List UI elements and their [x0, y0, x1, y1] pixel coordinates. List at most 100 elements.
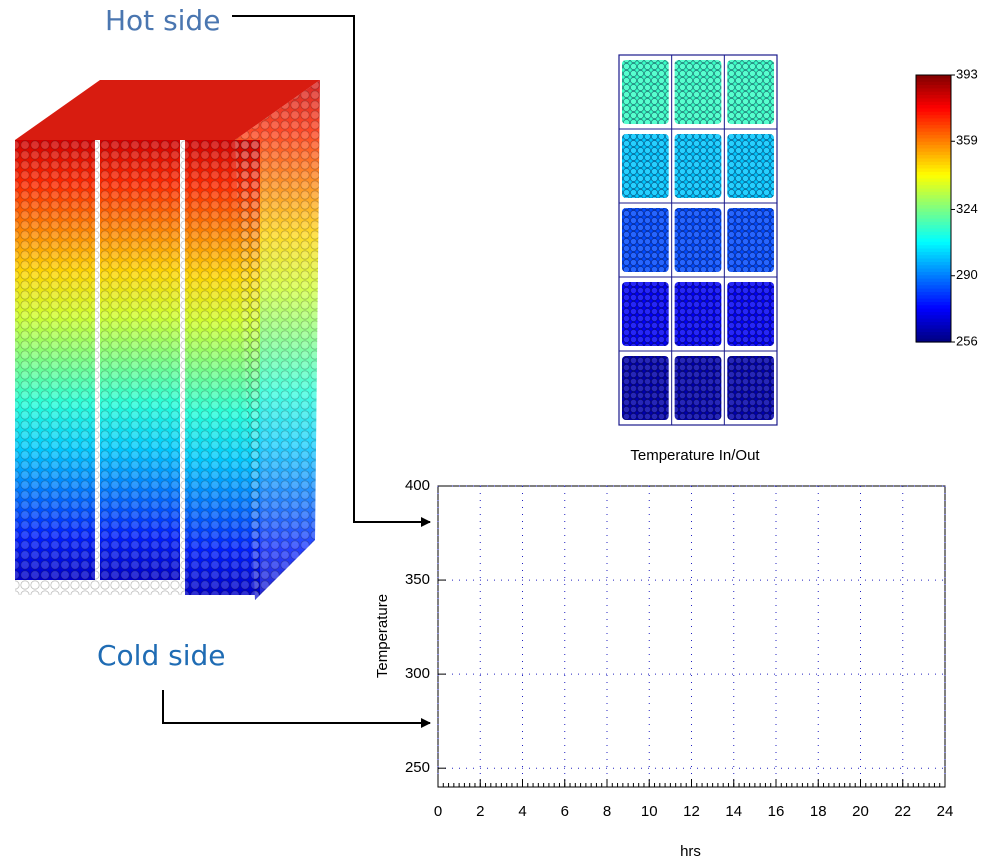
colorbar-tick-label: 290 — [956, 267, 978, 282]
colorbar-band — [916, 138, 951, 143]
colorbar-band — [916, 298, 951, 303]
colorbar-band — [916, 321, 951, 326]
cell-texture — [727, 208, 774, 272]
cell-texture — [674, 208, 722, 272]
colorbar-band — [916, 121, 951, 126]
colorbar-band — [916, 101, 951, 106]
colorbar-tick-label: 256 — [956, 333, 978, 348]
block-top — [15, 80, 320, 140]
block-texture — [235, 80, 320, 600]
colorbar-band — [916, 85, 951, 89]
cell-texture — [674, 60, 722, 124]
cold-arrow — [162, 690, 431, 728]
colorbar-band — [916, 98, 951, 103]
colorbar-band — [916, 241, 951, 246]
block-texture — [15, 140, 260, 595]
colorbar-tick-label: 393 — [956, 66, 978, 81]
cell-texture — [727, 282, 774, 346]
heatmap-title: Temperature In/Out — [630, 447, 760, 464]
cell-texture — [622, 60, 669, 124]
colorbar-band — [916, 181, 951, 186]
colorbar-band — [916, 151, 951, 156]
y-tick-label: 250 — [405, 759, 430, 776]
y-tick-label: 350 — [405, 571, 430, 588]
colorbar-band — [916, 301, 951, 306]
hot-arrow — [232, 15, 431, 527]
colorbar-band — [916, 118, 951, 123]
cold-label: Cold side — [97, 639, 226, 672]
colorbar-band — [916, 168, 951, 173]
colorbar-tick-label: 359 — [956, 133, 978, 148]
colorbar-band — [916, 105, 951, 109]
colorbar-frame — [915, 74, 952, 343]
colorbar-band — [916, 125, 951, 129]
colorbar-band — [916, 251, 951, 256]
colorbar-band — [916, 81, 951, 86]
colorbar-band — [916, 155, 951, 160]
colorbar-band — [916, 171, 951, 176]
colorbar-band — [916, 258, 951, 263]
y-tick-label: 400 — [405, 477, 430, 494]
colorbar-band — [916, 88, 951, 93]
colorbar-band — [916, 95, 951, 99]
colorbar-band — [916, 198, 951, 203]
colorbar-band — [916, 175, 951, 180]
colorbar-band — [916, 318, 951, 323]
colorbar-band — [916, 245, 951, 250]
colorbar-band — [916, 201, 951, 206]
colorbar-band — [916, 308, 951, 313]
colorbar-band — [916, 271, 951, 276]
colorbar-band — [916, 325, 951, 330]
colorbar-band — [916, 261, 951, 266]
colorbar-band — [916, 255, 951, 260]
colorbar-band — [916, 225, 951, 230]
colorbar-band — [916, 221, 951, 226]
cell-texture — [622, 208, 669, 272]
colorbar-band — [916, 178, 951, 183]
x-tick-label: 6 — [561, 803, 569, 820]
x-tick-label: 10 — [641, 803, 658, 820]
colorbar-band — [916, 111, 951, 116]
x-tick-label: 0 — [434, 803, 442, 820]
colorbar-band — [916, 211, 951, 216]
colorbar-band — [916, 78, 951, 83]
colorbar-band — [916, 141, 951, 146]
x-tick-label: 16 — [768, 803, 785, 820]
x-tick-label: 8 — [603, 803, 611, 820]
colorbar-band — [916, 188, 951, 193]
colorbar-band — [916, 311, 951, 316]
colorbar-band — [916, 108, 951, 113]
cell-texture — [727, 134, 774, 198]
cell-texture — [674, 134, 722, 198]
y-tick-label: 300 — [405, 665, 430, 682]
colorbar-band — [916, 115, 951, 119]
x-tick-label: 2 — [476, 803, 484, 820]
tube-block — [15, 80, 320, 600]
colorbar-band — [916, 285, 951, 290]
x-tick-label: 4 — [518, 803, 526, 820]
colorbar-band — [916, 128, 951, 133]
colorbar-band — [916, 288, 951, 293]
x-tick-label: 12 — [683, 803, 700, 820]
colorbar-band — [916, 281, 951, 286]
colorbar-band — [916, 228, 951, 233]
colorbar-tick-label: 324 — [956, 201, 978, 216]
colorbar-band — [916, 315, 951, 320]
colorbar-band — [916, 295, 951, 300]
x-axis-label: hrs — [680, 843, 701, 860]
colorbar-band — [916, 165, 951, 170]
colorbar-band — [916, 265, 951, 270]
colorbar-band — [916, 208, 951, 213]
cell-texture — [674, 282, 722, 346]
cell-texture — [674, 356, 722, 420]
colorbar-band — [916, 275, 951, 280]
colorbar-band — [916, 335, 951, 340]
colorbar-band — [916, 278, 951, 283]
cell-texture — [622, 282, 669, 346]
colorbar-band — [916, 218, 951, 223]
colorbar-band — [916, 161, 951, 166]
colorbar-band — [916, 238, 951, 243]
x-tick-label: 20 — [852, 803, 869, 820]
colorbar-band — [916, 148, 951, 153]
colorbar-band — [916, 248, 951, 253]
